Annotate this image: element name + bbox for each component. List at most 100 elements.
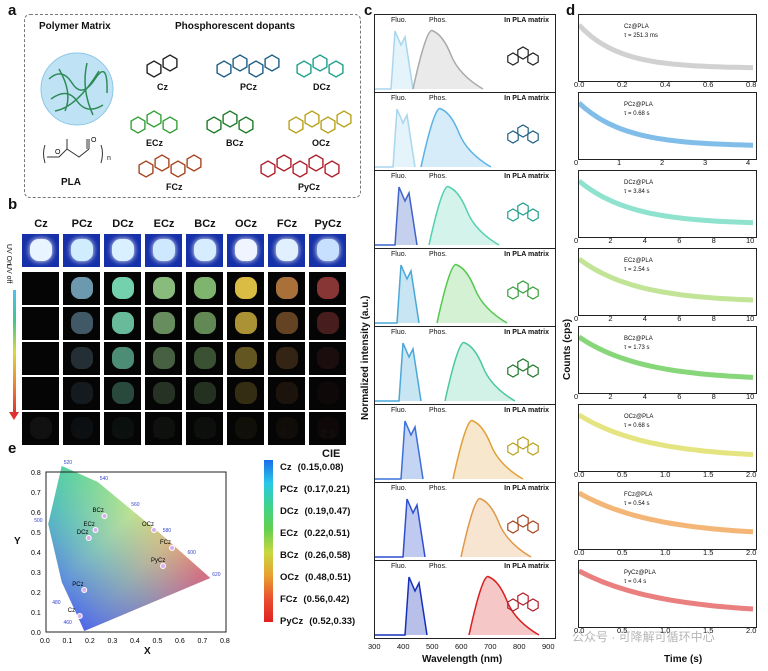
time-arrow: [13, 290, 16, 414]
decay-legend: ECz@PLA τ = 2.54 s: [624, 257, 653, 275]
x-tick: 400: [397, 642, 410, 651]
sample-star: [112, 312, 134, 334]
cie-wavelength-label: 460: [64, 620, 73, 626]
cie-ylabel: Y: [14, 536, 21, 547]
afterglow-cell: [104, 307, 141, 340]
decay-box: ECz@PLA τ = 2.54 s: [578, 248, 757, 316]
matrix-label: In PLA matrix: [504, 407, 549, 414]
afterglow-cell: [22, 342, 59, 375]
matrix-label: In PLA matrix: [504, 563, 549, 570]
cie-point-bcz: [101, 513, 108, 519]
spectrum-box: Fluo. Phos. In PLA matrix: [374, 248, 556, 327]
watermark: 公众号 · 可降解可循环中心: [572, 630, 715, 644]
cie-point-fcz: [169, 545, 175, 551]
spectrum-curves: [375, 263, 539, 324]
cie-entry-name: FCz: [280, 594, 298, 605]
cie-y-tick: 0.0: [31, 630, 41, 637]
sample-star: [153, 312, 175, 334]
cie-x-tick: 0.1: [63, 638, 73, 645]
afterglow-time: 20 s: [153, 428, 175, 440]
matrix-label: In PLA matrix: [504, 329, 549, 336]
uv-on-cell: [22, 234, 59, 267]
x-tick: 1.5: [703, 626, 714, 635]
sample-star: [153, 239, 175, 261]
molecule-label: FCz: [166, 182, 183, 192]
column-header: PyCz: [314, 218, 342, 230]
cie-wavelength-label: 520: [64, 460, 73, 466]
afterglow-cell: [145, 377, 182, 410]
cie-wavelength-label: 540: [100, 476, 109, 482]
x-tick: 2.0: [746, 548, 757, 557]
cie-colorbar: [264, 460, 273, 622]
spectrum-curves: [375, 341, 539, 402]
cie-xlabel: X: [144, 646, 151, 657]
sample-star: [71, 312, 93, 334]
sample-star: [30, 417, 52, 439]
x-tick: 2: [660, 158, 665, 167]
afterglow-cell: [104, 342, 141, 375]
afterglow-cell: [145, 272, 182, 305]
afterglow-cell: [227, 342, 264, 375]
spectrum-box: Fluo. Phos. In PLA matrix: [374, 14, 556, 93]
pla-structure: O O: [43, 137, 103, 164]
afterglow-time: 4 s: [74, 428, 90, 440]
sample-star: [153, 277, 175, 299]
afterglow-cell: [63, 412, 100, 445]
sample-star: [153, 417, 175, 439]
cie-x-tick: 0.4: [130, 638, 140, 645]
sample-star: [194, 417, 216, 439]
molecule-cz-structure: [146, 54, 178, 78]
matrix-label: In PLA matrix: [504, 17, 549, 24]
panel-label-c: c: [364, 2, 373, 19]
phos-label: Phos.: [429, 95, 447, 102]
x-tick: 4: [642, 392, 647, 401]
sample-star: [194, 239, 216, 261]
sample-star: [112, 382, 134, 404]
decay-legend: PCz@PLA τ = 0.68 s: [624, 101, 653, 119]
phos-label: Phos.: [429, 407, 447, 414]
decay-curve: [579, 334, 754, 380]
afterglow-cell: [186, 342, 223, 375]
afterglow-time: 6 s: [238, 428, 254, 440]
panel-label-e: e: [8, 440, 17, 457]
x-tick: 4: [746, 158, 751, 167]
molecule-bcz-structure: [206, 110, 254, 134]
x-tick: 8: [711, 236, 716, 245]
cie-wavelength-label: 620: [212, 572, 221, 578]
time-arrow-head: [9, 412, 19, 420]
spectrum-curves: [375, 107, 539, 168]
sample-star: [194, 312, 216, 334]
cie-y-tick: 0.6: [31, 510, 41, 517]
cie-y-tick: 0.7: [31, 490, 41, 497]
sample-star: [153, 382, 175, 404]
afterglow-cell: [63, 342, 100, 375]
sample-star: [235, 347, 257, 369]
decay-sample-name: FCz@PLA: [624, 492, 653, 498]
spectrum-curves: [375, 497, 539, 558]
sample-star: [235, 417, 257, 439]
sample-star: [112, 277, 134, 299]
cie-entry-row: FCz (0.56,0.42): [280, 594, 349, 605]
fluo-label: Fluo.: [391, 95, 407, 102]
cie-entry-name: DCz: [280, 506, 299, 517]
spectrum-curves: [375, 185, 539, 246]
decay-sample-name: PyCz@PLA: [624, 570, 656, 576]
panel-label-a: a: [8, 2, 17, 19]
cie-point-label: BCz: [93, 508, 104, 514]
afterglow-cell: [227, 272, 264, 305]
sample-star: [276, 417, 298, 439]
afterglow-cell: [104, 377, 141, 410]
cie-entry-row: OCz (0.48,0.51): [280, 572, 351, 583]
matrix-molecule-icon: [507, 46, 539, 66]
molecule-label: OCz: [312, 138, 330, 148]
x-tick: 0.5: [617, 470, 628, 479]
decay-box: PyCz@PLA τ = 0.4 s: [578, 560, 757, 628]
spectrum-box: Fluo. Phos. In PLA matrix: [374, 326, 556, 405]
decay-curve: [579, 568, 754, 612]
afterglow-cell: [268, 342, 305, 375]
decay-box: BCz@PLA τ = 1.73 s: [578, 326, 757, 394]
x-tick: 10: [746, 236, 755, 245]
cie-point-label: Cz: [68, 608, 75, 614]
sample-star: [112, 239, 134, 261]
fluo-label: Fluo.: [391, 485, 407, 492]
